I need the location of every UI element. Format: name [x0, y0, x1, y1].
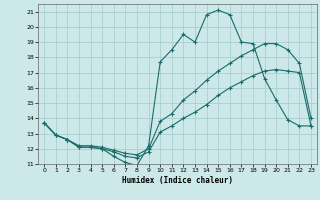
X-axis label: Humidex (Indice chaleur): Humidex (Indice chaleur): [122, 176, 233, 185]
